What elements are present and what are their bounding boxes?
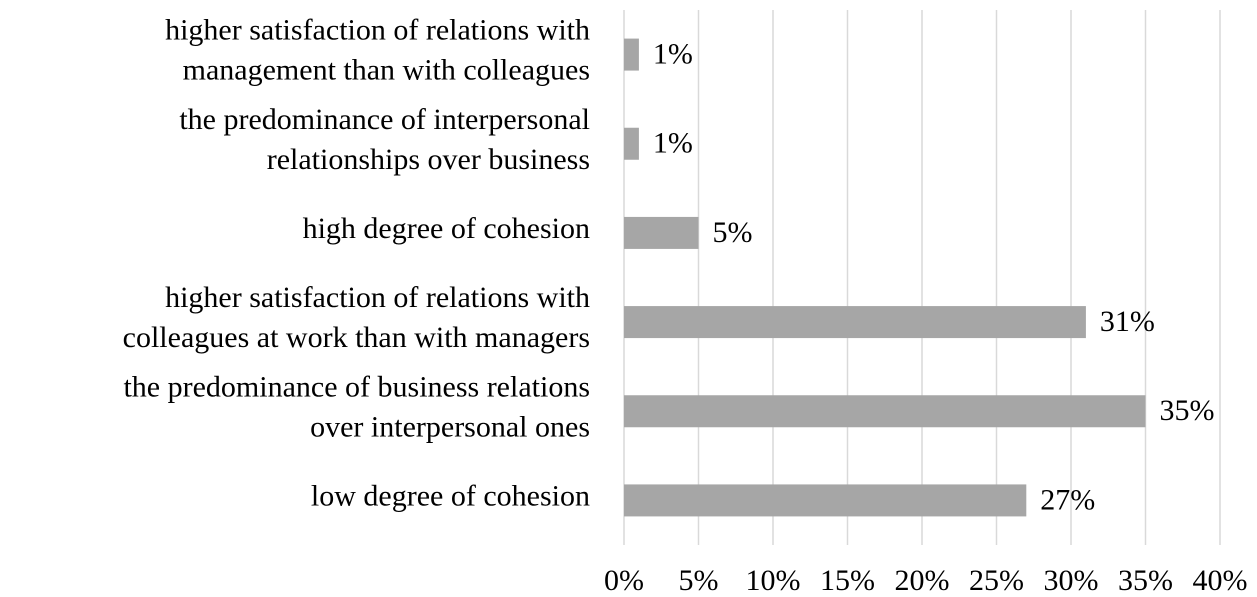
bar bbox=[624, 38, 639, 71]
x-tick-label: 10% bbox=[746, 564, 801, 597]
y-tick-label: high degree of cohesion bbox=[303, 212, 590, 245]
y-tick-label: higher satisfaction of relations with col… bbox=[123, 281, 590, 354]
y-tick-label-line: higher satisfaction of relations with bbox=[165, 281, 590, 314]
bar bbox=[624, 484, 1027, 517]
x-tick-label: 30% bbox=[1044, 564, 1099, 597]
x-tick-label: 35% bbox=[1118, 564, 1173, 597]
x-tick-label: 20% bbox=[895, 564, 950, 597]
x-tick-label: 25% bbox=[969, 564, 1024, 597]
y-tick-label-line: colleagues at work than with managers bbox=[123, 321, 590, 354]
y-tick-label-line: relationships over business bbox=[267, 143, 590, 176]
value-label: 31% bbox=[1100, 305, 1155, 338]
value-label: 35% bbox=[1160, 394, 1215, 427]
bar bbox=[624, 216, 699, 249]
bar bbox=[624, 127, 639, 160]
x-tick-label: 15% bbox=[820, 564, 875, 597]
x-tick-label: 5% bbox=[679, 564, 719, 597]
y-tick-label: higher satisfaction of relations with man… bbox=[165, 13, 590, 86]
x-tick-label: 40% bbox=[1193, 564, 1248, 597]
x-tick-label: 0% bbox=[604, 564, 644, 597]
value-label: 27% bbox=[1040, 483, 1095, 516]
y-tick-label-line: over interpersonal ones bbox=[310, 410, 590, 443]
y-tick-label-line: high degree of cohesion bbox=[303, 212, 590, 245]
y-tick-label-line: higher satisfaction of relations with bbox=[165, 13, 590, 46]
y-tick-label-line: the predominance of interpersonal bbox=[179, 103, 590, 136]
y-tick-label: the predominance of interpersonal relatio… bbox=[179, 103, 590, 176]
y-tick-label: the predominance of business relations ov… bbox=[123, 370, 590, 443]
y-tick-label: low degree of cohesion bbox=[311, 479, 590, 512]
y-tick-label-line: low degree of cohesion bbox=[311, 479, 590, 512]
y-tick-label-line: the predominance of business relations bbox=[123, 370, 590, 403]
bar bbox=[624, 395, 1146, 428]
y-tick-label-line: management than with colleagues bbox=[183, 53, 590, 86]
value-label: 5% bbox=[713, 216, 753, 249]
value-label: 1% bbox=[653, 127, 693, 160]
value-label: 1% bbox=[653, 37, 693, 70]
bar bbox=[624, 306, 1086, 339]
